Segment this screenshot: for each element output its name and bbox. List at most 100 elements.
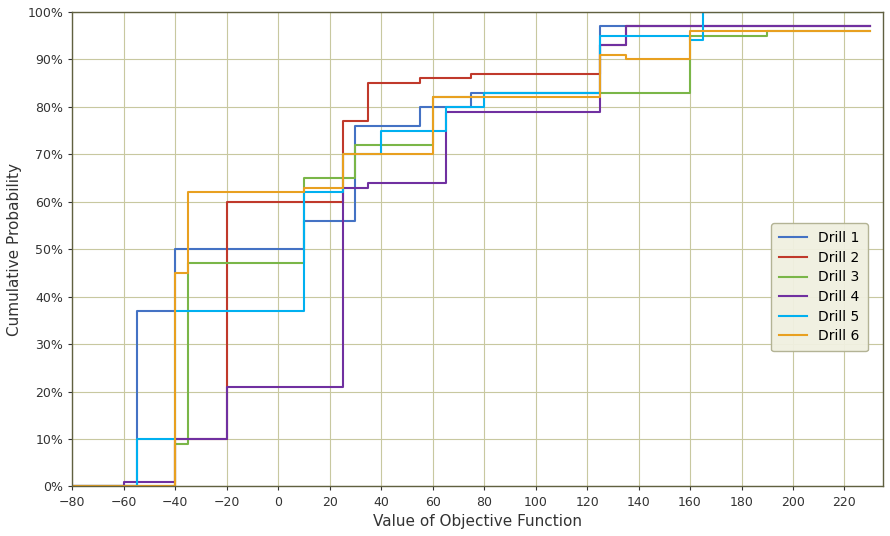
Drill 2 <box>363 118 374 124</box>
Drill 4 <box>222 436 232 442</box>
Drill 6 <box>595 94 605 101</box>
Drill 6 <box>684 56 695 63</box>
Drill 4 <box>118 479 129 485</box>
Drill 3 <box>427 142 438 148</box>
Drill 3 <box>762 28 773 34</box>
Drill 5 <box>132 483 142 490</box>
Drill 6 <box>67 483 77 490</box>
Drill 6 <box>427 151 438 158</box>
Drill 5 <box>698 37 708 43</box>
Drill 5 <box>376 128 386 134</box>
Drill 4 <box>620 42 631 48</box>
Drill 5 <box>865 9 876 15</box>
Drill 6 <box>182 270 193 276</box>
Drill 3 <box>299 260 310 267</box>
Drill 5 <box>67 483 77 490</box>
Drill 1 <box>350 123 360 129</box>
Drill 4 <box>337 384 348 390</box>
Drill 1 <box>299 218 310 224</box>
Drill 5 <box>479 90 490 96</box>
Drill 5 <box>337 189 348 196</box>
Drill 2 <box>67 483 77 490</box>
Drill 3 <box>67 483 77 490</box>
Drill 3 <box>595 90 605 96</box>
Drill 3 <box>479 90 490 96</box>
Drill 2 <box>363 80 374 86</box>
Drill 2 <box>415 75 425 81</box>
Drill 5 <box>376 151 386 158</box>
Drill 4 <box>337 184 348 191</box>
Drill 6 <box>865 28 876 34</box>
Line: Drill 6: Drill 6 <box>72 31 870 487</box>
Drill 4 <box>67 483 77 490</box>
Drill 1 <box>170 246 181 252</box>
Drill 6 <box>182 189 193 196</box>
Drill 6 <box>595 51 605 58</box>
Drill 6 <box>170 270 181 276</box>
Drill 2 <box>595 70 605 77</box>
Line: Drill 5: Drill 5 <box>72 12 870 487</box>
Drill 3 <box>170 441 181 447</box>
Drill 2 <box>170 436 181 442</box>
Drill 5 <box>299 308 310 314</box>
Drill 6 <box>337 184 348 191</box>
Y-axis label: Cumulative Probability: Cumulative Probability <box>7 163 22 336</box>
Drill 1 <box>67 483 77 490</box>
Drill 3 <box>762 33 773 39</box>
Drill 3 <box>595 90 605 96</box>
Drill 3 <box>479 94 490 101</box>
Drill 2 <box>466 70 477 77</box>
Drill 5 <box>684 33 695 39</box>
Drill 2 <box>222 198 232 205</box>
Drill 4 <box>222 384 232 390</box>
Drill 6 <box>427 94 438 101</box>
Drill 4 <box>363 184 374 191</box>
Drill 4 <box>441 108 451 115</box>
Drill 4 <box>363 180 374 186</box>
Drill 5 <box>337 151 348 158</box>
Line: Drill 3: Drill 3 <box>72 31 870 487</box>
Drill 2 <box>222 436 232 442</box>
Drill 1 <box>415 103 425 110</box>
Drill 1 <box>415 123 425 129</box>
Drill 2 <box>595 42 605 48</box>
Drill 4 <box>170 436 181 442</box>
Drill 5 <box>299 189 310 196</box>
Drill 3 <box>182 260 193 267</box>
Drill 5 <box>684 37 695 43</box>
Drill 2 <box>466 75 477 81</box>
Drill 4 <box>118 483 129 490</box>
Drill 4 <box>441 180 451 186</box>
Drill 1 <box>170 308 181 314</box>
Drill 1 <box>595 23 605 29</box>
Line: Drill 2: Drill 2 <box>72 26 870 487</box>
Drill 2 <box>337 198 348 205</box>
Drill 5 <box>132 436 142 442</box>
Drill 1 <box>466 103 477 110</box>
Drill 3 <box>684 90 695 96</box>
Drill 2 <box>415 80 425 86</box>
Drill 1 <box>595 90 605 96</box>
Drill 6 <box>620 56 631 63</box>
Line: Drill 1: Drill 1 <box>72 26 870 487</box>
Drill 5 <box>595 33 605 39</box>
Drill 3 <box>170 483 181 490</box>
Drill 6 <box>479 94 490 101</box>
Drill 6 <box>299 189 310 196</box>
Drill 2 <box>170 483 181 490</box>
Drill 4 <box>620 23 631 29</box>
Drill 3 <box>350 175 360 181</box>
Drill 5 <box>170 308 181 314</box>
Drill 1 <box>132 308 142 314</box>
Line: Drill 4: Drill 4 <box>72 26 870 487</box>
Drill 5 <box>479 103 490 110</box>
Drill 1 <box>299 246 310 252</box>
Drill 6 <box>479 94 490 101</box>
Drill 1 <box>350 218 360 224</box>
Drill 2 <box>337 118 348 124</box>
Drill 6 <box>299 184 310 191</box>
Drill 3 <box>427 94 438 101</box>
Drill 3 <box>684 33 695 39</box>
Drill 4 <box>865 23 876 29</box>
Legend: Drill 1, Drill 2, Drill 3, Drill 4, Drill 5, Drill 6: Drill 1, Drill 2, Drill 3, Drill 4, Dril… <box>771 223 868 352</box>
